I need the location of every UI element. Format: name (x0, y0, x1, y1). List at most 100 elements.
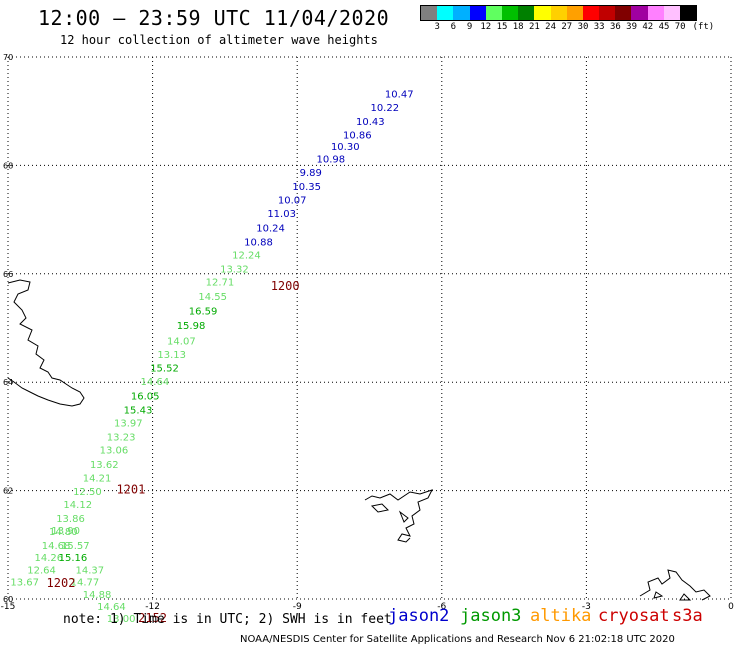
legend-label: 70 (674, 22, 686, 32)
shetland-coastline (639, 569, 711, 601)
legend-label: 42 (642, 22, 654, 32)
legend-swatch (680, 6, 697, 20)
satellite-legend-altika: altika (530, 606, 592, 626)
footnote: note: 1) Time is in UTC; 2) SWH is in fe… (63, 612, 392, 627)
legend-label: 33 (593, 22, 605, 32)
data-label-jason3: 15.16 (59, 553, 88, 564)
data-label-jason3: 13.32 (220, 265, 249, 276)
time-label: 1201 (116, 482, 145, 496)
data-label-jason3: 15.98 (177, 321, 206, 332)
data-label-jason3: 14.37 (75, 566, 104, 577)
data-label-jason3: 16.59 (189, 306, 218, 317)
legend-swatch (631, 6, 648, 20)
legend-swatch (550, 6, 567, 20)
credit-line: NOAA/NESDIS Center for Satellite Applica… (240, 634, 675, 645)
time-label: 1202 (47, 576, 76, 590)
legend-swatch (534, 6, 551, 20)
data-label-jason2: 10.43 (356, 117, 385, 128)
data-label-jason3: 12.64 (27, 566, 56, 577)
legend-label: 18 (512, 22, 524, 32)
data-label-jason3: 13.86 (56, 514, 85, 525)
y-tick-label: 64 (3, 378, 13, 387)
data-label-jason3: 14.07 (167, 336, 196, 347)
faroe-islands-coastline (364, 489, 433, 543)
y-tick-label: 70 (3, 53, 13, 62)
data-label-jason2: 10.24 (256, 224, 285, 235)
data-label-jason3: 12.24 (232, 251, 261, 262)
legend-labels: 3 6 9 12 15 18 21 24 27 30 33 36 39 42 45 70 (ft) (420, 22, 740, 36)
y-tick-label: 62 (3, 487, 13, 496)
data-label-jason2: 10.22 (370, 103, 399, 114)
data-label-jason3: 14.64 (141, 377, 170, 388)
data-label-jason3: 14.80 (49, 527, 78, 538)
legend-label: 6 (450, 22, 457, 32)
data-label-jason2: 10.07 (278, 195, 307, 206)
y-tick-label: 60 (3, 595, 13, 604)
legend-swatches (420, 5, 698, 21)
data-label-jason3: 15.43 (124, 406, 153, 417)
satellite-legend-jason2: jason2 (388, 606, 450, 626)
data-label-jason2: 10.88 (244, 238, 273, 249)
data-label-jason3: 14.12 (63, 500, 92, 511)
x-tick-label: -12 (145, 602, 160, 612)
data-label-jason3: 16.05 (131, 392, 160, 403)
x-tick-label: -15 (1, 602, 16, 612)
data-label-jason2: 10.35 (292, 182, 321, 193)
satellite-legend-s3a: s3a (672, 606, 703, 626)
legend-label: 39 (626, 22, 638, 32)
legend-label: 12 (480, 22, 492, 32)
x-tick-label: -9 (293, 602, 302, 612)
legend-swatch (566, 6, 583, 20)
legend-label: 9 (466, 22, 473, 32)
data-label-jason3: 15.52 (150, 363, 179, 374)
legend-label: 3 (434, 22, 440, 32)
time-label: 2152 (138, 611, 167, 625)
data-label-jason3: 13.97 (114, 419, 143, 430)
legend-swatch (421, 6, 438, 20)
data-label-jason2: 10.98 (316, 155, 345, 166)
data-label-jason2: 9.89 (300, 168, 322, 179)
data-label-jason3: 14.21 (83, 473, 112, 484)
data-label-jason3: 14.55 (198, 292, 227, 303)
legend-swatch (518, 6, 535, 20)
data-label-jason3: 14.68 (42, 541, 71, 552)
data-label-jason2: 10.30 (331, 142, 360, 153)
satellite-legend-jason3: jason3 (460, 606, 522, 626)
data-label-jason2: 11.03 (267, 209, 296, 220)
data-label-jason3: 13.06 (100, 446, 129, 457)
legend-swatch (485, 6, 502, 20)
color-legend: 3 6 9 12 15 18 21 24 27 30 33 36 39 42 45 70 (ft) (420, 5, 714, 32)
chart-subtitle: 12 hour collection of altimeter wave hei… (60, 33, 378, 47)
legend-swatch (647, 6, 664, 20)
data-label-jason3: 12.71 (206, 278, 235, 289)
data-label-jason2: 10.47 (385, 90, 414, 101)
legend-swatch (599, 6, 616, 20)
legend-swatch (437, 6, 454, 20)
legend-swatch (469, 6, 486, 20)
x-tick-label: -6 (437, 602, 446, 612)
x-tick-label: 0 (728, 602, 734, 612)
x-tick-label: -3 (582, 602, 591, 612)
y-tick-label: 66 (3, 270, 13, 279)
time-label: 1200 (271, 279, 300, 293)
data-label-jason3: 14.64 (97, 602, 126, 613)
chart-title: 12:00 – 23:59 UTC 11/04/2020 (38, 6, 390, 30)
iceland-coastline (7, 279, 85, 407)
data-label-jason3: 13.13 (157, 350, 186, 361)
legend-label: 24 (545, 22, 557, 32)
data-label-jason3: 13.90 (51, 526, 80, 537)
legend-label: 21 (528, 22, 540, 32)
legend-swatch (663, 6, 680, 20)
data-label-jason3: 13.00 (107, 614, 136, 625)
data-label-jason3: 13.67 (10, 577, 39, 588)
legend-label: 27 (561, 22, 573, 32)
data-label-jason3: 15.57 (61, 541, 90, 552)
legend-swatch (501, 6, 519, 20)
legend-swatch (582, 6, 600, 20)
data-label-jason3: 14.77 (71, 577, 100, 588)
legend-unit: (ft) (692, 22, 715, 32)
data-label-jason3: 12.50 (73, 487, 102, 498)
legend-label: 36 (609, 22, 621, 32)
legend-label: 45 (658, 22, 670, 32)
satellite-legend-cryosat: cryosat (598, 606, 670, 626)
